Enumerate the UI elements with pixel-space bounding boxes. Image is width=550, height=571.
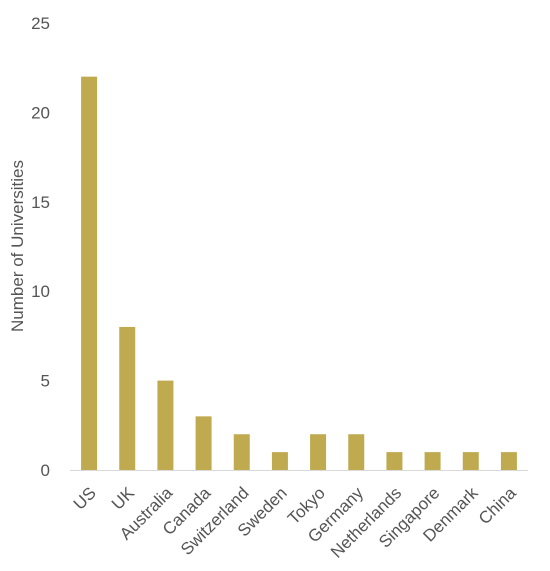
bar: [119, 326, 136, 470]
y-tick-label: 10: [31, 282, 50, 301]
y-tick-label: 20: [31, 103, 50, 122]
y-tick-label: 5: [41, 372, 50, 391]
bar: [233, 434, 250, 470]
bar: [271, 452, 288, 470]
y-axis-title: Number of Universities: [8, 160, 27, 332]
x-tick-label: UK: [108, 483, 139, 514]
bar: [81, 76, 98, 470]
x-tick-labels: US UKAustraliaCanadaSwitzerlandSwedenToky…: [70, 483, 520, 562]
y-tick-label: 25: [31, 14, 50, 33]
bar: [424, 452, 441, 470]
y-tick-label: 15: [31, 193, 50, 212]
bar: [310, 434, 327, 470]
y-tick-label: 0: [41, 461, 50, 480]
y-tick-labels: 0 5 10 15 20 25: [31, 14, 50, 480]
bar: [386, 452, 403, 470]
bar: [157, 380, 174, 470]
bar: [195, 416, 212, 470]
x-tick-label: China: [475, 483, 520, 528]
bar: [500, 452, 517, 470]
bar: [462, 452, 479, 470]
x-tick-label: US: [70, 483, 100, 513]
bars: [81, 76, 517, 470]
bar: [348, 434, 365, 470]
